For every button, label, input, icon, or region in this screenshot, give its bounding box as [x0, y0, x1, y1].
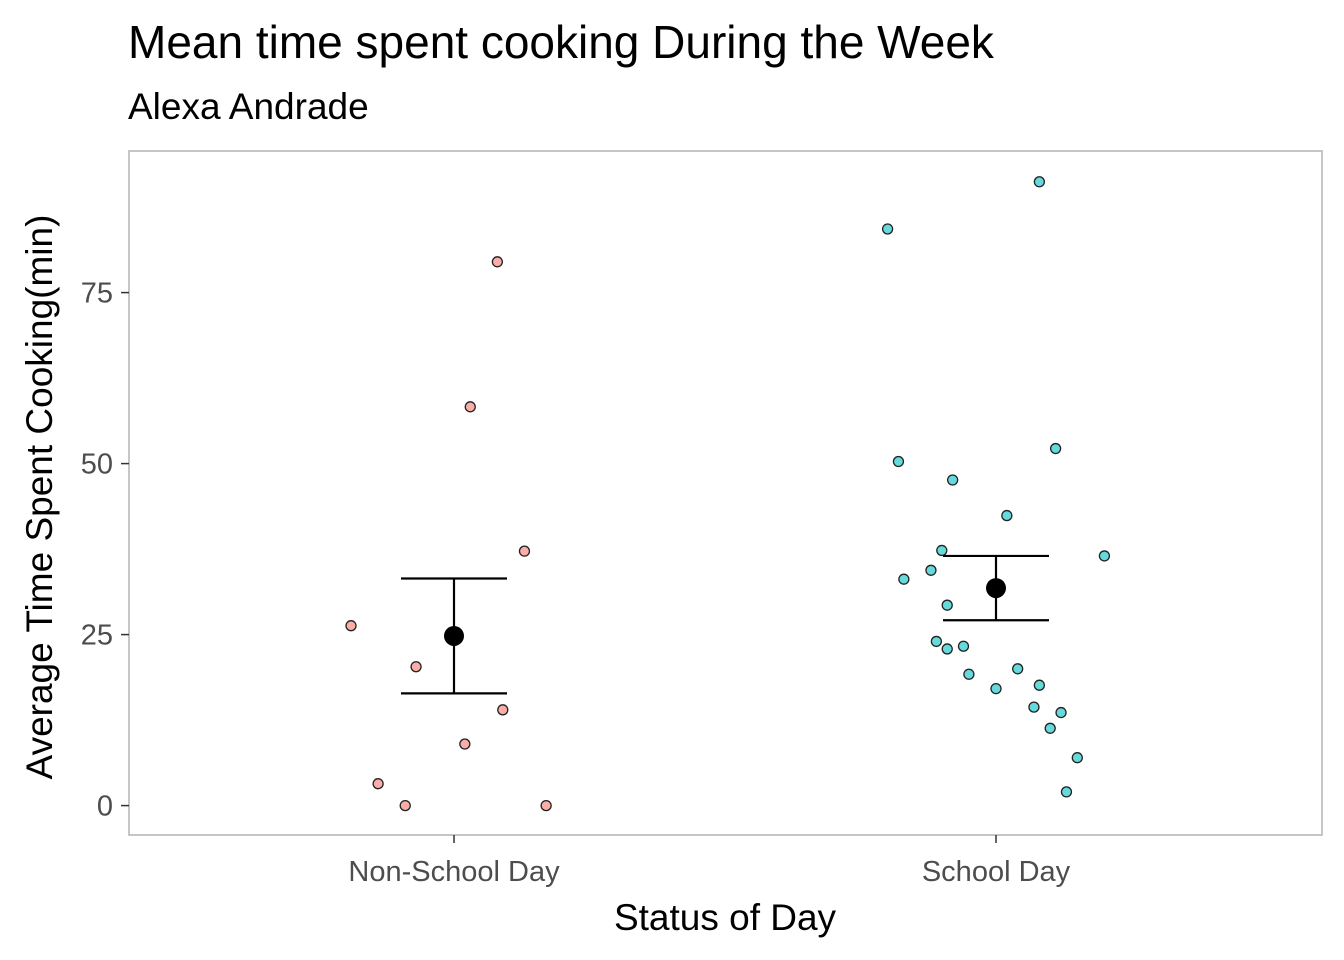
mean-point: [986, 578, 1006, 599]
y-tick-label: 25: [81, 620, 113, 652]
data-point: [410, 661, 422, 673]
data-point: [1033, 679, 1046, 691]
chart-subtitle: Alexa Andrade: [128, 86, 369, 127]
data-point: [1001, 509, 1013, 522]
data-point: [1060, 786, 1073, 798]
data-point: [963, 668, 975, 680]
data-point: [881, 223, 894, 235]
data-point: [892, 455, 905, 468]
y-axis-title: Average Time Spent Cooking(min): [19, 215, 60, 780]
x-axis: Non-School Day School Day: [348, 835, 1071, 888]
data-point: [1049, 442, 1062, 455]
data-point: [946, 474, 959, 486]
data-point: [518, 545, 531, 557]
data-point: [497, 704, 509, 716]
data-point: [941, 599, 953, 611]
y-tick-label: 75: [81, 278, 113, 310]
x-axis-title: Status of Day: [614, 897, 837, 938]
data-point: [1098, 550, 1111, 562]
y-tick-label: 50: [81, 449, 113, 481]
y-tick-label: 0: [97, 791, 113, 823]
data-point: [459, 738, 471, 750]
data-point: [372, 778, 384, 790]
data-point: [399, 799, 411, 812]
data-point: [930, 635, 943, 648]
mean-point: [444, 625, 464, 646]
data-points: [345, 176, 1111, 812]
data-point: [957, 640, 970, 652]
data-point: [1033, 176, 1046, 188]
data-point: [941, 643, 953, 655]
data-point: [491, 256, 504, 268]
data-point: [925, 564, 937, 576]
data-point: [540, 799, 552, 812]
data-point: [898, 573, 910, 585]
data-point: [1028, 701, 1040, 713]
data-point: [1071, 752, 1083, 764]
data-point: [1012, 663, 1024, 675]
data-point: [1055, 706, 1067, 719]
mean-error-bars: [401, 554, 1049, 695]
data-point: [990, 682, 1002, 695]
data-point: [936, 544, 948, 557]
y-axis: 0 25 50 75: [81, 278, 129, 823]
x-tick-label: Non-School Day: [348, 856, 560, 888]
data-point: [345, 620, 357, 632]
x-tick-label: School Day: [922, 856, 1071, 888]
plot-panel-border: [128, 150, 1323, 836]
data-point: [1044, 722, 1056, 734]
data-point: [464, 401, 476, 413]
chart-title: Mean time spent cooking During the Week: [128, 16, 994, 68]
